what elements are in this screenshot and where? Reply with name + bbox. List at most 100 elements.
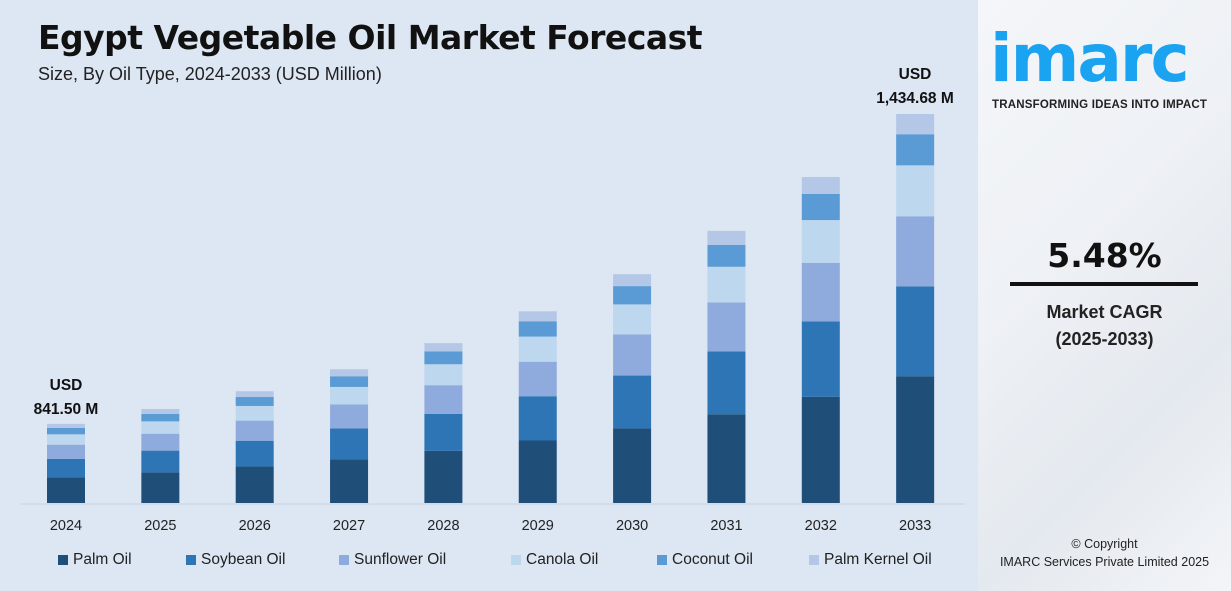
bar-segment-palm-kernel-oil-2033 [896,114,935,135]
copyright: © Copyright IMARC Services Private Limit… [978,535,1231,571]
company-name: IMARC Services Private Limited 2025 [999,555,1210,569]
x-tick-label: 2025 [144,518,176,534]
bar-segment-soybean-oil-2026 [235,440,274,467]
bar-segment-palm-oil-2029 [518,440,557,503]
bar-segment-palm-oil-2032 [801,396,840,503]
bar-segment-coconut-oil-2029 [518,321,557,337]
x-tick-label: 2030 [616,518,648,534]
legend-swatch [58,555,68,565]
bar-segment-sunflower-oil-2032 [801,262,840,322]
bar-segment-coconut-oil-2024 [47,427,85,435]
bar-segment-coconut-oil-2025 [141,413,180,422]
legend-label: Palm Kernel Oil [824,551,932,568]
bar-segment-palm-oil-2024 [47,477,85,503]
legend-swatch [809,555,819,565]
bar-segment-palm-kernel-oil-2025 [141,408,180,414]
bar-segment-sunflower-oil-2028 [424,385,463,414]
chart-subtitle: Size, By Oil Type, 2024-2033 (USD Millio… [38,64,382,84]
cagr-divider [1010,282,1198,286]
bar-segment-sunflower-oil-2029 [518,361,557,397]
bar-segment-sunflower-oil-2025 [141,433,180,451]
bar-segment-palm-oil-2026 [235,466,274,503]
legend-label: Sunflower Oil [354,551,447,568]
tagline: TRANSFORMING IDEAS INTO IMPACT [992,99,1208,111]
bar-segment-coconut-oil-2031 [707,244,746,267]
bar-segment-palm-kernel-oil-2032 [801,177,840,194]
legend-label: Canola Oil [526,551,599,568]
chart-panel: Egypt Vegetable Oil Market Forecast Size… [0,0,978,591]
x-tick-label: 2024 [50,518,82,534]
bar-segment-canola-oil-2024 [47,434,85,445]
legend-item: Coconut Oil [657,551,809,569]
bar-segment-soybean-oil-2030 [613,375,652,429]
bar-segment-palm-oil-2030 [613,428,652,503]
bar-segment-palm-kernel-oil-2026 [235,391,274,398]
chart-title: Egypt Vegetable Oil Market Forecast [38,18,703,57]
x-tick-label: 2026 [239,518,271,534]
bar-segment-canola-oil-2029 [518,336,557,362]
bar-segment-canola-oil-2033 [896,165,935,217]
cagr-value: 5.48% [1047,236,1162,275]
bar-segment-sunflower-oil-2026 [235,420,274,441]
bar-segment-palm-oil-2025 [141,472,180,503]
bar-segment-coconut-oil-2027 [330,376,369,387]
legend-label: Coconut Oil [672,551,753,568]
cagr-label: Market CAGR (2025-2033) [978,299,1231,353]
bar-segment-sunflower-oil-2027 [330,404,369,429]
bar-segment-coconut-oil-2032 [801,193,840,221]
bar-segment-sunflower-oil-2030 [613,334,652,376]
data-label-2024-currency: USD [50,377,83,394]
legend-label: Palm Oil [73,551,132,568]
x-tick-label: 2029 [522,518,554,534]
imarc-logo: imarc [990,20,1190,97]
side-panel: imarc TRANSFORMING IDEAS INTO IMPACT 5.4… [978,0,1231,591]
x-tick-label: 2031 [710,518,742,534]
bar-segment-soybean-oil-2025 [141,450,180,473]
legend-item: Soybean Oil [186,551,339,569]
bar-segment-canola-oil-2026 [235,405,274,421]
bar-segment-soybean-oil-2032 [801,321,840,397]
bar-segment-coconut-oil-2028 [424,351,463,365]
bar-segment-soybean-oil-2024 [47,458,85,478]
bar-segment-palm-oil-2028 [424,450,463,503]
legend-swatch [186,555,196,565]
legend-item: Canola Oil [511,551,657,569]
bar-segment-palm-oil-2033 [896,376,935,503]
bar-segment-palm-kernel-oil-2028 [424,343,463,352]
bar-segment-palm-kernel-oil-2030 [613,274,652,287]
copyright-text: © Copyright [1071,537,1138,551]
bar-segment-soybean-oil-2028 [424,413,463,451]
legend-swatch [657,555,667,565]
bar-segment-canola-oil-2031 [707,266,746,303]
bar-segment-palm-kernel-oil-2024 [47,423,85,428]
x-tick-label: 2032 [805,518,837,534]
data-label-2033-value: 1,434.68 M [876,90,954,107]
bar-segment-palm-oil-2027 [330,459,369,503]
bar-segment-palm-oil-2031 [707,414,746,503]
bar-segment-canola-oil-2032 [801,220,840,263]
bar-segment-coconut-oil-2030 [613,286,652,305]
bar-segment-coconut-oil-2033 [896,134,935,166]
legend-label: Soybean Oil [201,551,286,568]
x-tick-label: 2027 [333,518,365,534]
bar-segment-sunflower-oil-2024 [47,444,85,459]
bar-segment-soybean-oil-2029 [518,396,557,441]
x-tick-label: 2028 [427,518,459,534]
data-label-2033-currency: USD [899,66,932,83]
legend: Palm Oil Soybean Oil Sunflower Oil Canola O… [58,551,949,569]
bar-segment-canola-oil-2025 [141,421,180,434]
bar-segment-soybean-oil-2033 [896,286,935,377]
bar-segment-sunflower-oil-2031 [707,302,746,352]
bar-segment-coconut-oil-2026 [235,397,274,406]
bar-segment-canola-oil-2028 [424,364,463,386]
bar-segment-sunflower-oil-2033 [896,216,935,287]
bar-segment-soybean-oil-2031 [707,351,746,415]
bar-segment-palm-kernel-oil-2029 [518,311,557,322]
bar-segment-soybean-oil-2027 [330,428,369,460]
legend-item: Sunflower Oil [339,551,511,569]
bar-segment-canola-oil-2030 [613,304,652,335]
stacked-bar-chart: 2024 2025 2026 2027 2028 2029 2030 2031 2032 2033… [20,66,965,534]
bar-segment-palm-kernel-oil-2031 [707,230,746,245]
bar-segment-palm-kernel-oil-2027 [330,369,369,377]
